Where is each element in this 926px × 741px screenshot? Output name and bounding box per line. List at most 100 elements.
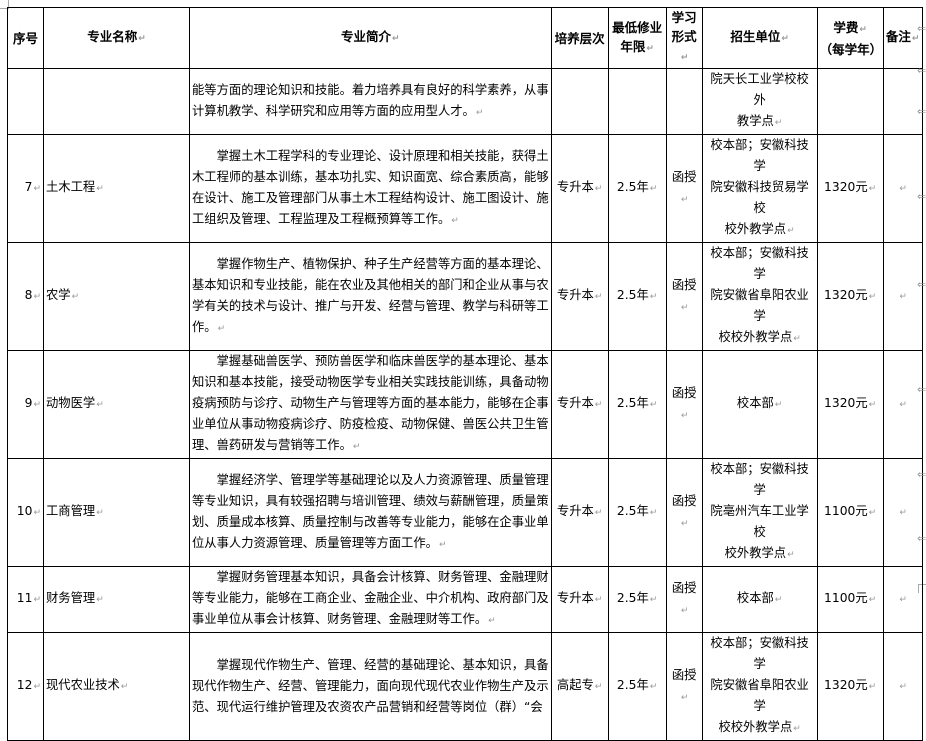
cell-text: 11	[17, 591, 41, 605]
row-end-mark: ⇐	[917, 383, 926, 396]
cell-text: 等专业能力，能够在工商企业、金融企业、中介机构、政府部门及	[192, 591, 549, 605]
cell-text: 1320元	[824, 288, 876, 302]
cell-text: 理、兽药研发与营销等工作。	[192, 435, 549, 458]
cell-text: 动物医学	[46, 396, 104, 410]
cell-years: 2.5年	[607, 566, 667, 633]
cell-no: 9	[7, 350, 44, 459]
cell-text: 掌握土木工程学科的专业理论、设计原理和相关技能，获得土	[216, 148, 549, 163]
cell-level: 专升本	[550, 458, 609, 567]
cell-text: 校校外教学点	[718, 330, 800, 344]
cell-name: 动物医学	[43, 350, 190, 459]
cell-text: 土木工程	[46, 180, 104, 194]
cell-text: 校本部；安徽科技学	[710, 246, 809, 281]
cell-text: 2.5年	[617, 180, 657, 194]
cell-intro: 掌握现代作物生产、管理、经营的基础理论、基本知识，具备现代作物生产、经营、管理能…	[189, 632, 552, 741]
cell-text: 作。	[192, 317, 549, 340]
cell-text: 院安徽省阜阳农业学	[710, 288, 809, 323]
cell-unit: 校本部；安徽科技学 院安徽省阜阳农业学校校外教学点	[701, 242, 818, 351]
table-row: 10 工商管理 掌握经济学、管理学等基础理论以及人力资源管理、质量管理等专业知识，具…	[7, 458, 923, 567]
cell-note	[882, 68, 923, 135]
row-end-mark: ⇐	[917, 532, 926, 545]
cell-fee: 1320元	[816, 134, 884, 243]
cell-name	[43, 68, 190, 135]
cell-text: 函授	[672, 494, 697, 529]
cell-text: 现代作物生产、经营、管理能力，面向现代现代农业作物生产及示	[192, 679, 549, 693]
cell-text: 院安徽省阜阳农业学	[710, 678, 809, 713]
cell-text: 掌握经济学、管理学等基础理论以及人力资源管理、质量管理	[216, 472, 549, 487]
cell-form: 函授	[665, 134, 703, 243]
cell-text: 农学	[46, 288, 79, 302]
table-row: 8 农学 掌握作物生产、植物保护、种子生产经营等方面的基本理论、基本知识和专业技能，…	[7, 242, 923, 351]
cell-text: 业单位从事动物疫病诊疗、防疫检疫、动物保健、兽医公共卫生管	[192, 417, 549, 431]
cell-text: 掌握基础兽医学、预防兽医学和临床兽医学的基本理论、基本	[216, 354, 549, 368]
cell-text: 等专业知识，具有较强招聘与培训管理、绩效与薪酬管理，质量策	[192, 493, 549, 508]
cell-text: 掌握现代作物生产、管理、经营的基础理论、基本知识，具备	[216, 658, 549, 672]
cell-unit: 校本部	[701, 566, 818, 633]
header-unit: 招生单位	[701, 7, 818, 69]
row-end-mark: ⇐	[917, 468, 926, 481]
cell-intro: 掌握土木工程学科的专业理论、设计原理和相关技能，获得土 木工程师的基本训练，基本功…	[189, 134, 552, 243]
cell-text: 专升本	[557, 591, 602, 605]
cell-note	[882, 632, 923, 741]
cell-text: 校本部；安徽科技学	[710, 636, 809, 671]
cell-text: 院安徽科技贸易学校	[710, 180, 809, 215]
cell-text: 工商管理	[46, 504, 104, 518]
table-row: 12 现代农业技术 掌握现代作物生产、管理、经营的基础理论、基本知识，具备现代作物生…	[7, 632, 923, 741]
cell-years: 2.5年	[607, 458, 667, 567]
cell-form: 函授	[665, 632, 703, 741]
cell-note	[882, 458, 923, 567]
cell-text: 函授	[672, 668, 697, 703]
cell-form: 函授	[665, 242, 703, 351]
cell-text: 校外教学点	[725, 222, 795, 236]
cell-level: 专升本	[550, 242, 609, 351]
cell-text: 1320元	[824, 678, 876, 692]
cell-text: 1320元	[824, 180, 876, 194]
cell-no: 7	[7, 134, 44, 243]
cell-text: 1320元	[824, 396, 876, 410]
cell-no: 11	[7, 566, 44, 633]
cell-text: 知识和基本技能，接受动物医学专业相关实践技能训练，具备动物	[192, 375, 549, 389]
cell-text: 在设计、施工及管理部门从事土木工程结构设计、施工图设计、施	[192, 190, 549, 205]
cell-no: 8	[7, 242, 44, 351]
cell-years: 2.5年	[607, 632, 667, 741]
cell-text: 8	[25, 288, 41, 302]
cell-name: 财务管理	[43, 566, 190, 633]
cell-text: 基本知识和专业技能，能在农业及其他相关的部门和企业从事与农	[192, 277, 549, 292]
cell-note	[882, 566, 923, 633]
cell-text: 7	[25, 180, 41, 194]
cell-form: 函授	[665, 566, 703, 633]
cell-level: 高起专	[550, 632, 609, 741]
cell-intro: 掌握财务管理基本知识，具备会计核算、财务管理、金融理财 等专业能力，能够在工商企业…	[189, 566, 552, 633]
cell-text: 2.5年	[617, 396, 657, 410]
cell-text: 教学点	[737, 114, 782, 128]
cell-text: 10	[17, 504, 41, 518]
row-end-mark: ⇐	[917, 64, 926, 77]
cell-text: 专升本	[557, 288, 602, 302]
cell-fee	[816, 68, 884, 135]
cell-no: 12	[7, 632, 44, 741]
cell-text: 函授	[672, 581, 697, 616]
cell-text: 9	[25, 396, 41, 410]
cell-years: 2.5年	[607, 350, 667, 459]
table-row: 11 财务管理 掌握财务管理基本知识，具备会计核算、财务管理、金融理财等专业能力，能…	[7, 566, 923, 633]
header-years: 最低修业 年限	[607, 7, 667, 69]
cell-text: 院亳州汽车工业学校	[710, 504, 809, 539]
cell-text	[898, 396, 907, 410]
table-row: 9 动物医学 掌握基础兽医学、预防兽医学和临床兽医学的基本理论、基本知识和基本技能，…	[7, 350, 923, 459]
cell-text: 工组织及管理、工程监理及工程概预算等工作。	[192, 209, 549, 232]
cell-form	[665, 68, 703, 135]
cell-unit: 校本部	[701, 350, 818, 459]
cell-text	[898, 591, 907, 605]
cell-name: 农学	[43, 242, 190, 351]
cell-text: 2.5年	[617, 591, 657, 605]
row-end-mark: ⇐	[917, 190, 926, 203]
cell-text: 位从事人力资源管理、质量管理等方面工作。	[192, 533, 549, 556]
cell-unit: 校本部；安徽科技学 院安徽科技贸易学校 校外教学点	[701, 134, 818, 243]
cell-text: 1100元	[824, 591, 876, 605]
cell-note	[882, 242, 923, 351]
cell-fee: 1320元	[816, 242, 884, 351]
header-level: 培养层次	[550, 7, 609, 69]
row-end-mark: ⇐	[917, 22, 926, 35]
cell-note	[882, 134, 923, 243]
